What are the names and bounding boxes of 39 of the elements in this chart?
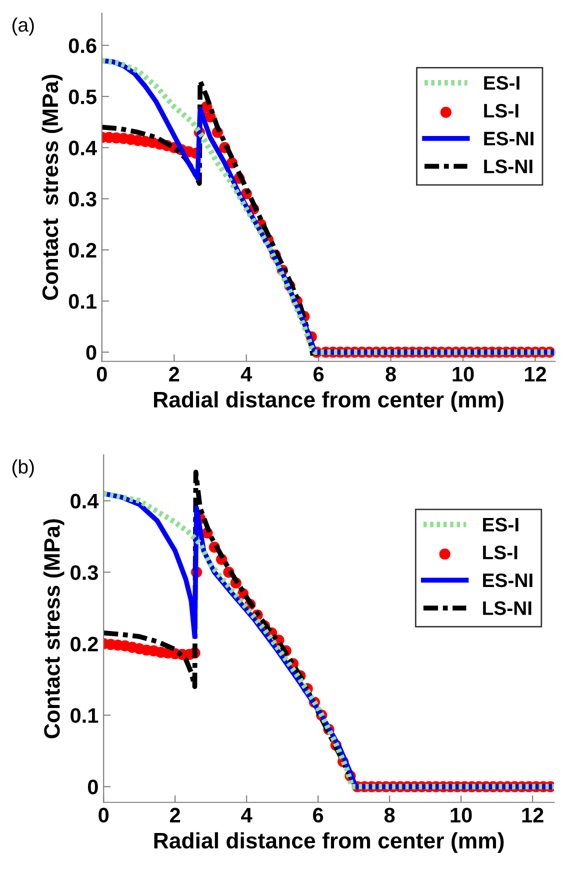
text: (a) (12, 18, 34, 36)
y-tick-label: 0.2 (68, 242, 96, 258)
x-tick-label: 4 (240, 367, 252, 382)
legend-label: LS-NI (484, 160, 532, 174)
x-tick-label: 10 (450, 808, 472, 823)
legend-label: ES-NI (483, 573, 532, 588)
legend-label: LS-I (484, 104, 518, 118)
legend-label: ES-I (483, 518, 518, 532)
y-axis-title: Contact stress (MPa) (42, 74, 63, 300)
y-tick-label: 0.5 (68, 89, 96, 104)
x-tick-label: 8 (386, 366, 396, 382)
x-tick-label: 8 (384, 808, 395, 823)
x-tick-label: 2 (170, 808, 180, 822)
y-tick-label: 0 (86, 345, 96, 360)
x-tick-label: 12 (522, 808, 544, 822)
x-axis-title: Radial distance from center (mm) (154, 832, 504, 853)
x-tick-label: 6 (313, 808, 324, 823)
legend-label: ES-I (484, 76, 520, 90)
y-tick-label: 0.6 (68, 38, 96, 54)
legend-label: ES-NI (484, 132, 534, 146)
x-tick-label: 4 (241, 808, 252, 822)
x-tick-label: 2 (169, 366, 180, 382)
x-tick-label: 12 (524, 366, 546, 382)
y-tick-label: 0.3 (68, 192, 96, 207)
legend-label: LS-NI (483, 601, 532, 616)
y-tick-label: 0 (88, 780, 98, 794)
x-tick-label: 0 (98, 808, 109, 823)
x-tick-label: 6 (314, 366, 324, 382)
text: (b) (12, 459, 34, 478)
y-tick-label: 0.1 (70, 708, 98, 723)
x-axis-title: Radial distance from center (mm) (154, 391, 504, 412)
y-tick-label: 0.1 (68, 294, 96, 309)
y-axis-title: Contact stress (MPa) (44, 519, 64, 738)
legend-label: LS-I (483, 546, 518, 560)
y-tick-label: 0.4 (70, 494, 99, 508)
y-tick-label: 0.4 (68, 140, 97, 156)
x-tick-label: 10 (452, 366, 474, 382)
y-tick-label: 0.2 (70, 636, 98, 652)
y-tick-label: 0.3 (70, 565, 98, 580)
